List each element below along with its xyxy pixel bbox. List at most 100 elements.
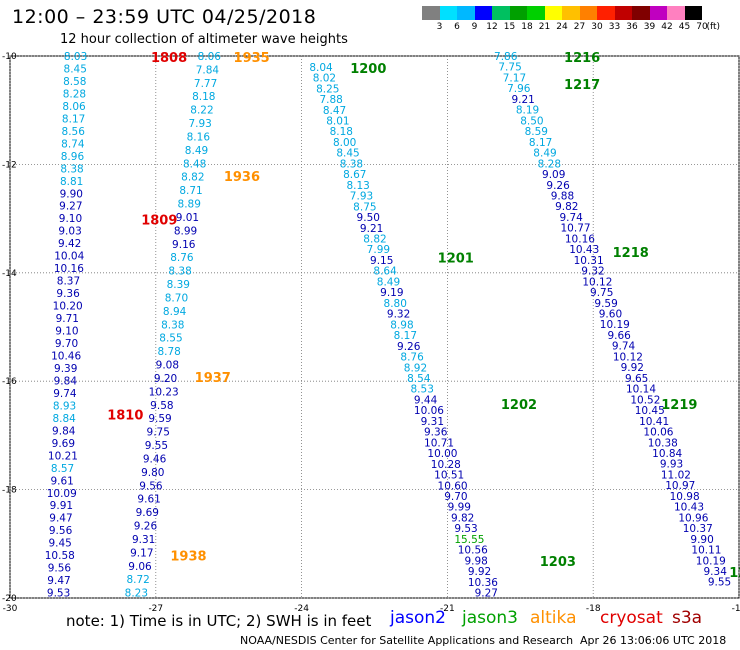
swh-value-label: 10.06	[643, 427, 673, 439]
swh-value-label: 9.84	[54, 375, 78, 387]
swh-value-label: 10.31	[574, 255, 604, 267]
swh-value-label: 8.59	[525, 126, 548, 138]
swh-value-label: 8.78	[157, 346, 180, 358]
swh-value-label: 9.15	[370, 255, 393, 267]
swh-value-label: 10.06	[414, 405, 444, 417]
swh-value-label: 9.65	[625, 373, 648, 385]
swh-value-label: 9.31	[421, 416, 444, 428]
swh-value-label: 10.60	[438, 480, 468, 492]
swh-value-label: 10.37	[683, 523, 713, 535]
swh-value-label: 9.90	[60, 188, 83, 200]
color-swatch	[457, 6, 475, 20]
lon-tick-label: -21	[440, 604, 455, 614]
swh-value-label: 9.60	[599, 309, 622, 321]
color-scale-label: 70	[696, 22, 708, 32]
swh-value-label: 10.45	[635, 405, 665, 417]
swh-value-label: 9.39	[54, 363, 77, 375]
color-scale-label: 12	[486, 22, 498, 32]
lon-tick-label: -24	[294, 604, 309, 614]
swh-value-label: 10.97	[665, 480, 695, 492]
swh-value-label: 10.28	[431, 459, 461, 471]
color-swatch	[649, 6, 667, 20]
swh-value-label: 8.72	[126, 574, 149, 586]
swh-value-label: 9.82	[451, 512, 474, 524]
swh-value-label: 9.46	[143, 453, 167, 465]
lat-tick-label: -12	[2, 160, 17, 170]
swh-value-label: 9.09	[542, 169, 565, 181]
color-swatch	[544, 6, 562, 20]
swh-value-label: 9.47	[47, 575, 70, 587]
swh-value-label: 8.37	[57, 276, 80, 288]
swh-value-label: 9.36	[56, 288, 80, 300]
swh-value-label: 10.56	[458, 545, 488, 557]
swh-value-label: 9.16	[172, 239, 196, 251]
swh-value-label: 9.45	[48, 538, 71, 550]
swh-value-label: 8.19	[516, 105, 539, 117]
lon-tick-label: -27	[148, 604, 163, 614]
pass-time-label: 1936	[224, 170, 260, 185]
pass-time-label: 1809	[141, 214, 177, 229]
swh-value-label: 8.67	[343, 169, 366, 181]
swh-value-label: 8.01	[326, 115, 349, 127]
swh-value-label: 9.75	[147, 427, 170, 439]
pass-time-label: 121	[729, 566, 740, 581]
color-scale-label: 36	[626, 22, 638, 32]
color-swatch	[597, 6, 615, 20]
swh-value-label: 9.26	[546, 180, 570, 192]
pass-time-label: 1217	[564, 78, 600, 93]
lon-tick-label: -30	[3, 604, 18, 614]
swh-value-label: 9.01	[176, 212, 199, 224]
pass-time-label: 1810	[107, 409, 143, 424]
swh-value-label: 8.38	[60, 163, 83, 175]
color-swatch	[439, 6, 457, 20]
swh-value-label: 9.99	[448, 502, 471, 514]
swh-value-label: 8.82	[181, 172, 204, 184]
swh-value-label: 9.84	[52, 425, 76, 437]
swh-value-label: 10.19	[696, 555, 726, 567]
lat-tick-label: -10	[2, 52, 17, 62]
swh-value-label: 8.47	[323, 105, 346, 117]
swh-value-label: 8.25	[316, 83, 339, 95]
swh-value-label: 10.38	[648, 437, 678, 449]
color-scale-label: 33	[608, 22, 621, 32]
swh-value-label: 10.11	[691, 545, 721, 557]
swh-value-label: 9.08	[156, 360, 179, 372]
swh-value-label: 9.53	[47, 588, 70, 600]
swh-value-label: 9.26	[397, 341, 421, 353]
pass-time-label: 1216	[564, 51, 600, 66]
swh-value-label: 9.17	[130, 547, 153, 559]
color-scale-label: 3	[436, 22, 443, 32]
swh-value-label: 7.99	[367, 244, 390, 256]
swh-value-label: 15.55	[454, 534, 484, 546]
lat-tick-label: -16	[2, 377, 17, 387]
swh-value-label: 8.45	[336, 148, 359, 160]
swh-value-label: 10.00	[427, 448, 457, 460]
swh-value-label: 8.48	[183, 158, 206, 170]
pass-time-label: 1938	[170, 550, 206, 565]
swh-value-label: 9.69	[52, 438, 75, 450]
swh-value-label: 9.91	[50, 500, 73, 512]
color-scale-label: 30	[591, 22, 603, 32]
swh-value-label: 9.56	[139, 480, 163, 492]
lat-tick-label: -18	[2, 486, 17, 496]
swh-value-label: 9.42	[58, 238, 81, 250]
swh-value-label: 9.92	[621, 362, 644, 374]
swh-value-label: 9.71	[56, 313, 79, 325]
swh-value-label: 8.70	[165, 292, 188, 304]
swh-value-label: 8.96	[61, 151, 85, 163]
swh-value-label: 10.51	[434, 470, 464, 482]
swh-value-label: 10.98	[670, 491, 700, 503]
swh-value-label: 10.43	[569, 244, 599, 256]
swh-value-label: 8.06	[198, 51, 222, 63]
satellite-legend-altika: altika	[530, 608, 577, 628]
color-scale-label: 15	[503, 22, 516, 32]
pass-time-label: 1201	[438, 252, 474, 267]
swh-value-label: 10.14	[626, 384, 656, 396]
swh-value-label: 8.18	[330, 126, 353, 138]
swh-value-label: 8.45	[64, 63, 87, 75]
swh-value-label: 8.82	[363, 234, 386, 246]
swh-value-label: 9.61	[50, 475, 73, 487]
swh-value-label: 10.84	[652, 448, 682, 460]
swh-value-label: 9.70	[444, 491, 467, 503]
color-scale-label: 42	[661, 22, 673, 32]
